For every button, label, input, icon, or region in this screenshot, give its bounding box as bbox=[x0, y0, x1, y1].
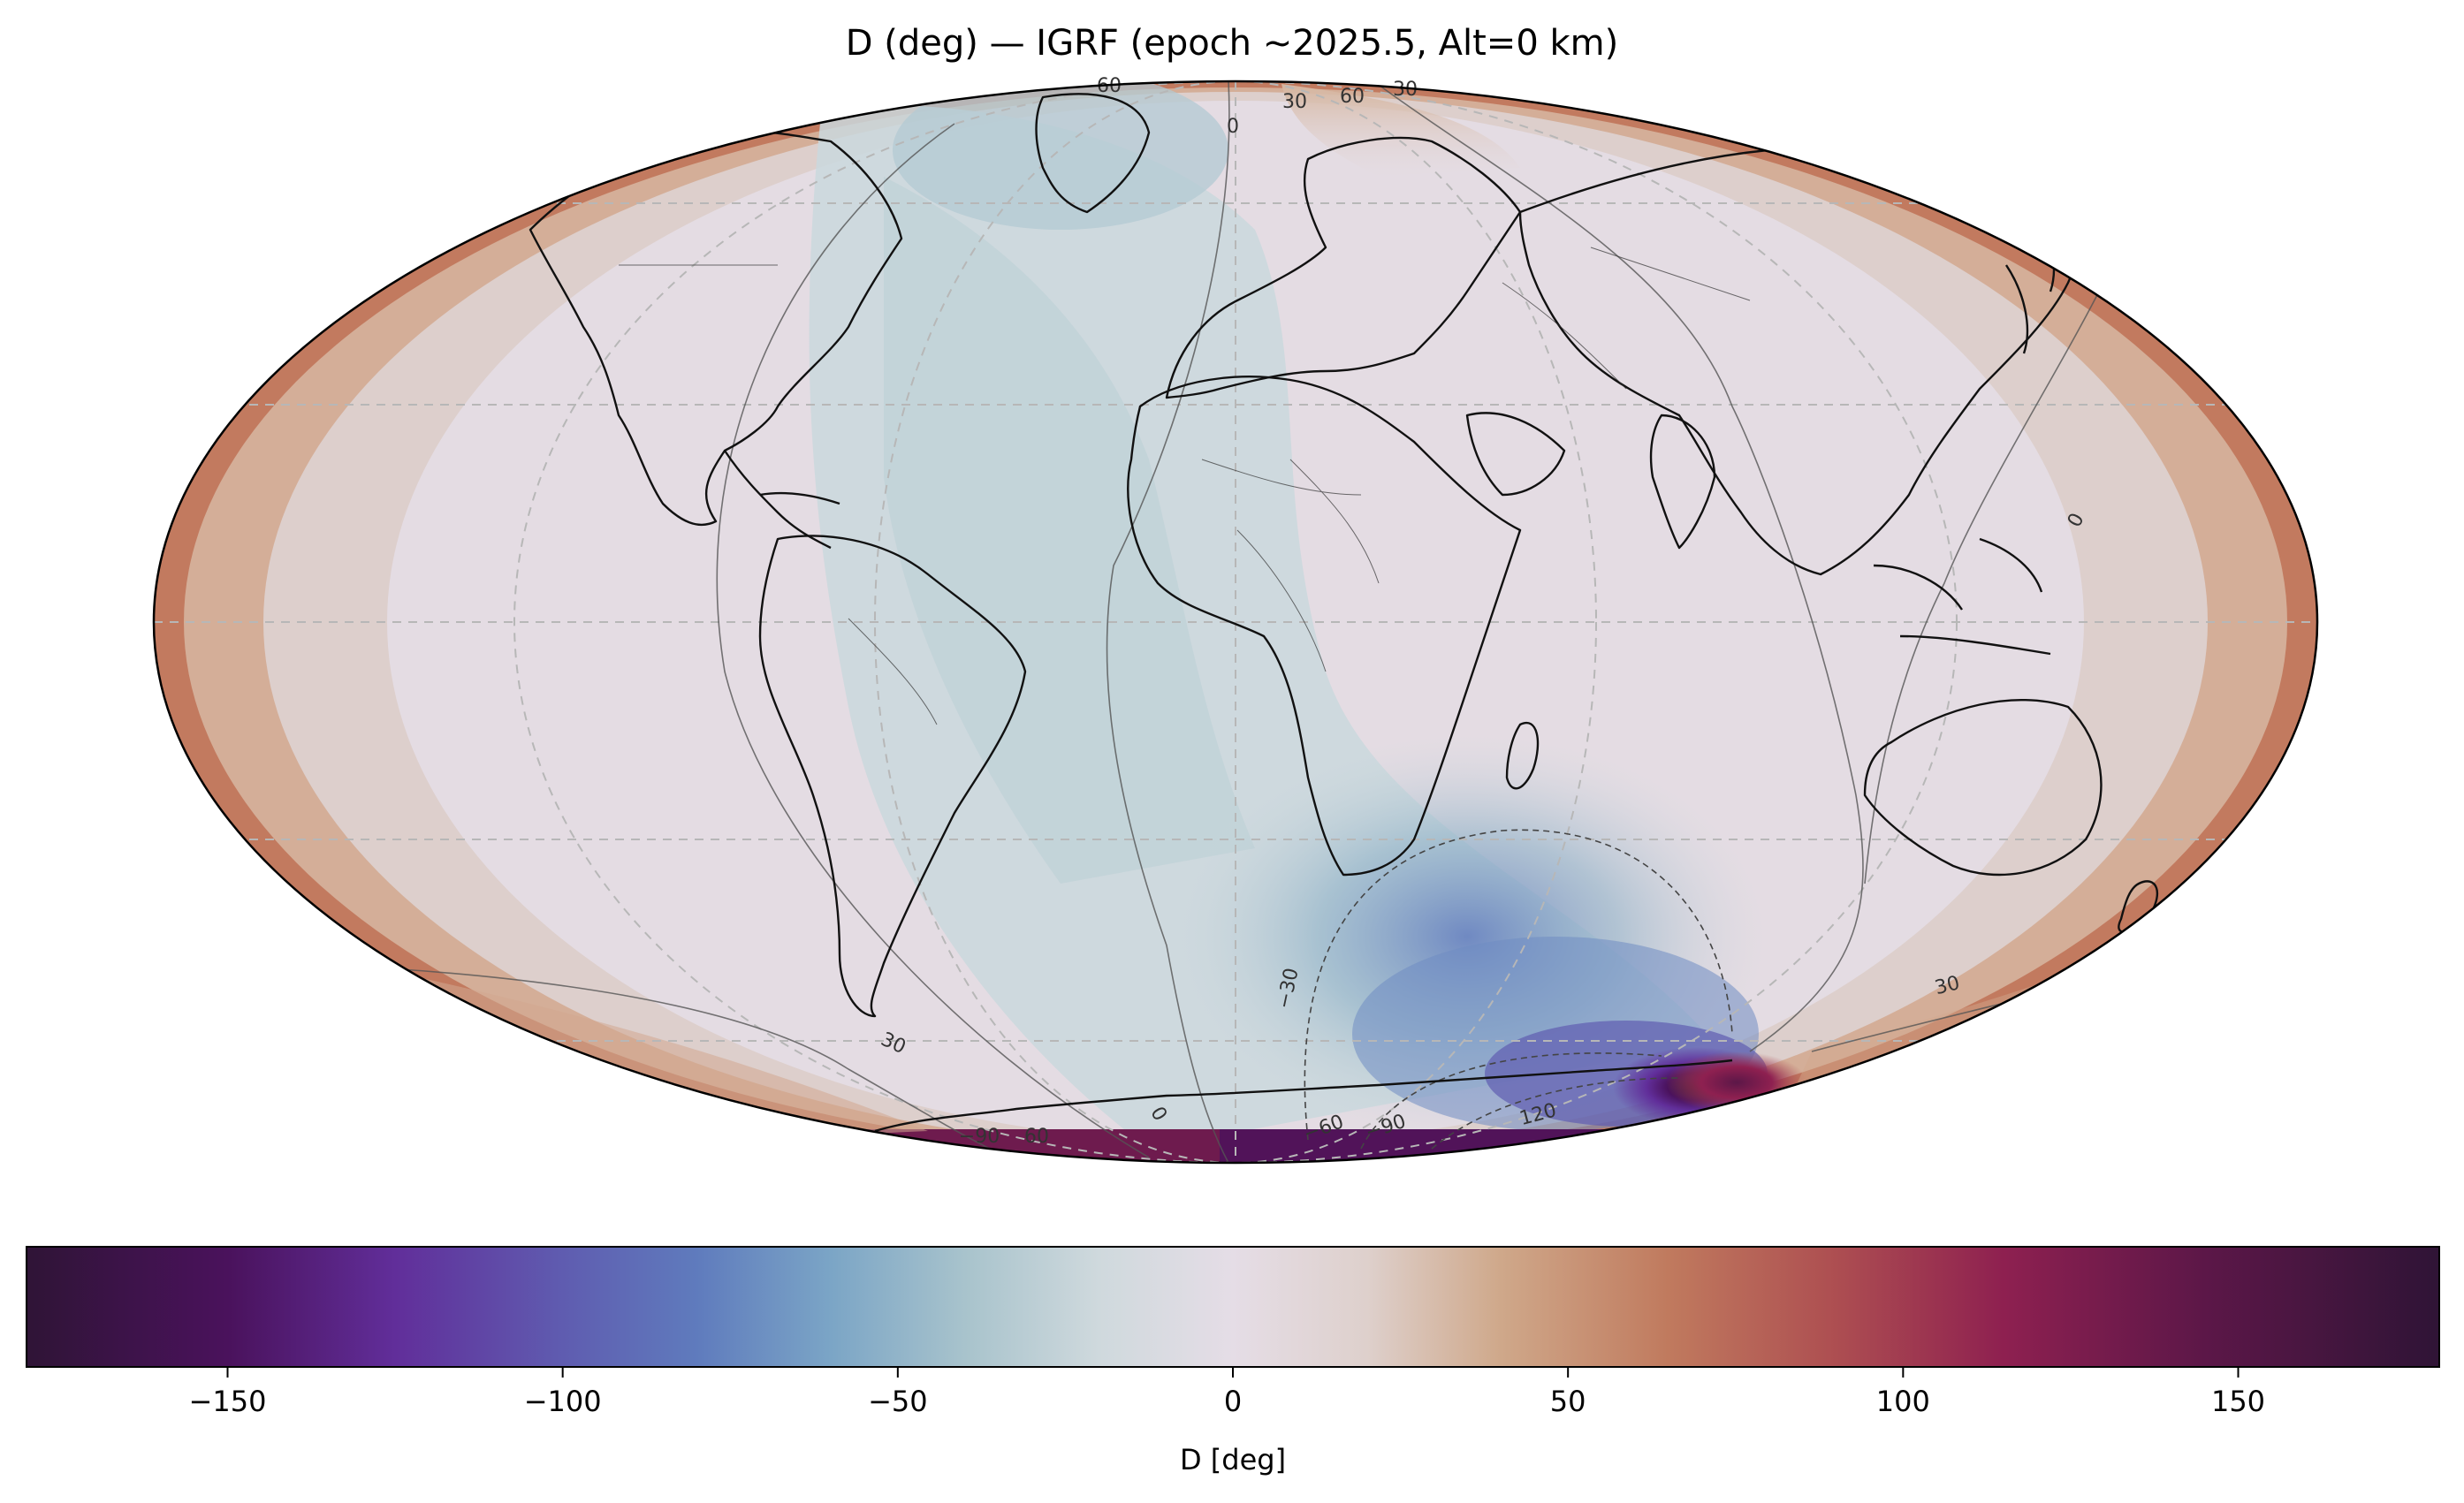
colorbar-tick-label: −100 bbox=[524, 1385, 602, 1418]
map-boundary bbox=[152, 80, 2319, 1165]
contour-label: 0 bbox=[1227, 116, 1239, 138]
contour-label: 60 bbox=[1340, 86, 1365, 108]
colorbar-ramp bbox=[26, 1246, 2440, 1368]
colorbar-tick-label: −50 bbox=[868, 1385, 928, 1418]
colorbar-label: D [deg] bbox=[1180, 1443, 1286, 1476]
colorbar-ticks: −150 −100 −50 0 50 100 150 bbox=[189, 1367, 2265, 1418]
map-panel: 0 30 60 60 30 0 30 30 −30 0 −60 −90 120 … bbox=[152, 75, 2319, 1165]
graticule bbox=[154, 81, 2317, 1163]
contour-label: 30 bbox=[1282, 91, 1307, 113]
colorbar-tick-label: 50 bbox=[1550, 1385, 1586, 1418]
contour-label: 60 bbox=[1024, 1126, 1049, 1148]
country-borders bbox=[618, 247, 1751, 725]
negative-contours bbox=[1304, 829, 1733, 1150]
contour-label: −90 bbox=[959, 1126, 1000, 1148]
colorbar-tick-label: 150 bbox=[2211, 1385, 2265, 1418]
colorbar: −150 −100 −50 0 50 100 150 D [deg] bbox=[26, 1246, 2440, 1476]
declination-field bbox=[154, 81, 2317, 1163]
chart-title: D (deg) — IGRF (epoch ~2025.5, Alt=0 km) bbox=[846, 23, 1618, 64]
contour-label: 30 bbox=[1393, 79, 1418, 101]
colorbar-tick-label: 0 bbox=[1224, 1385, 1242, 1418]
colorbar-tick-label: 100 bbox=[1876, 1385, 1930, 1418]
colorbar-tick-label: −150 bbox=[189, 1385, 267, 1418]
